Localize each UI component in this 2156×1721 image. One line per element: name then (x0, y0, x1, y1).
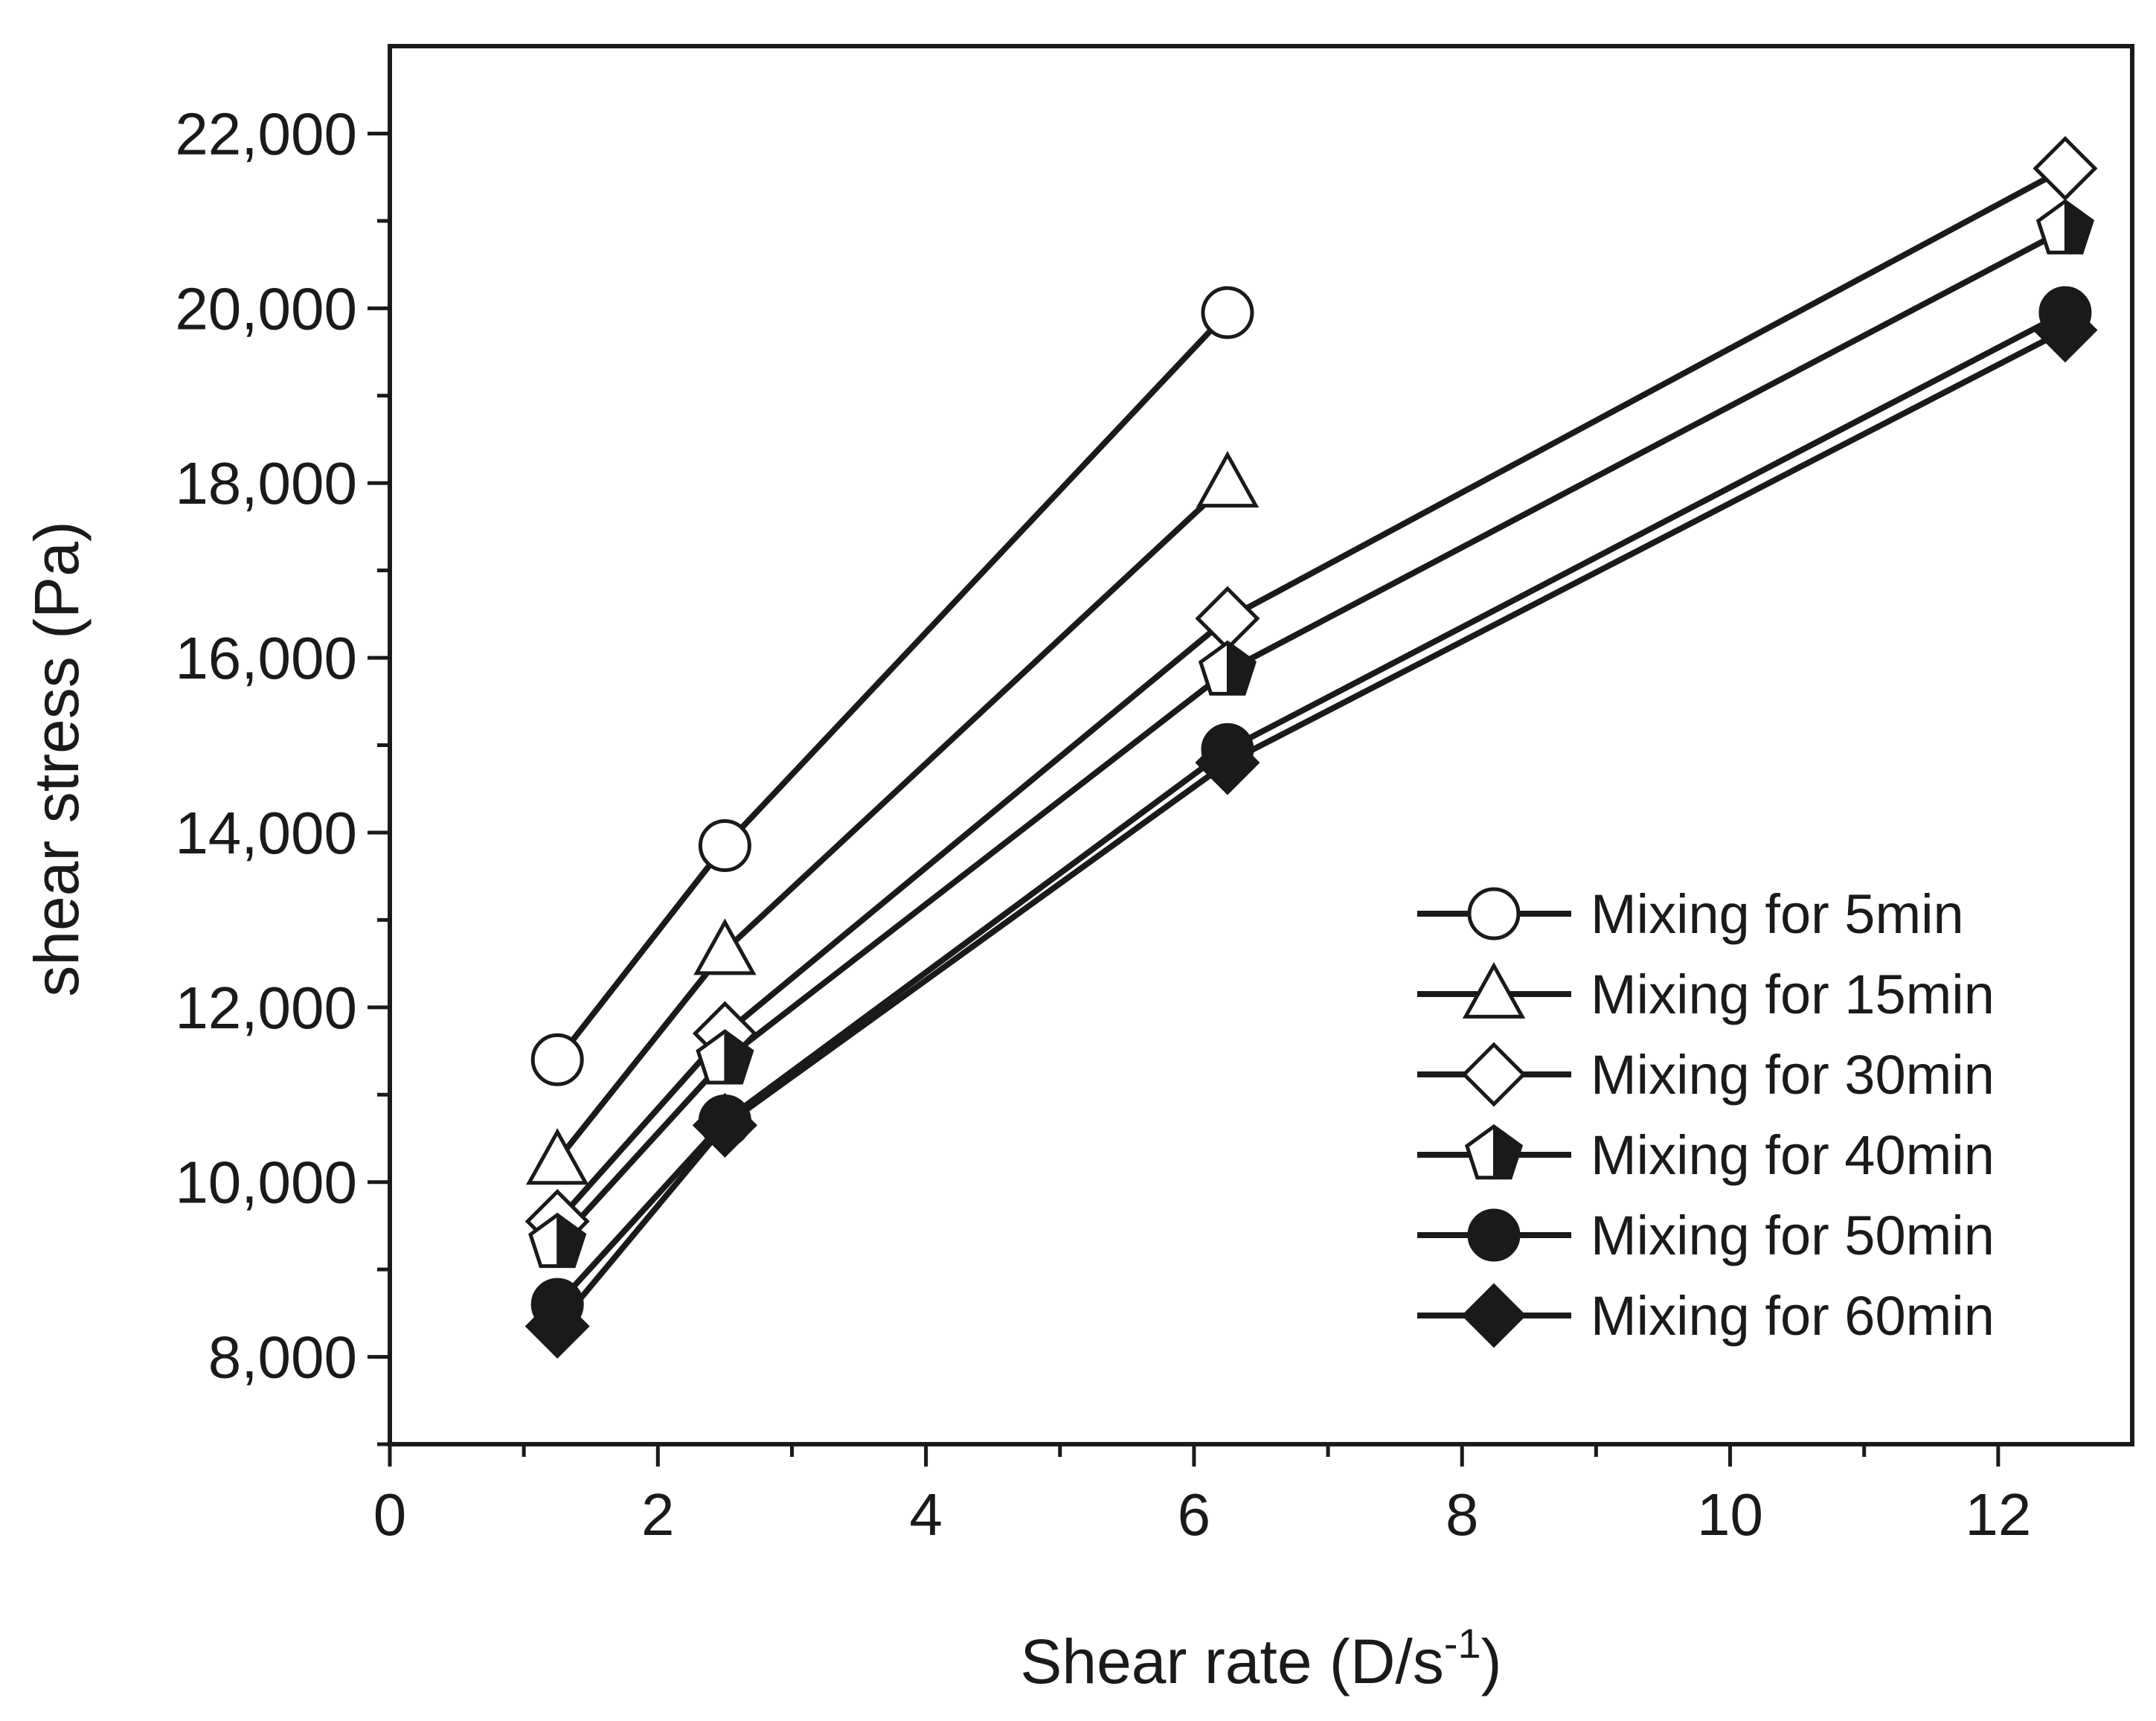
legend-item: Mixing for 5min (1417, 883, 1964, 945)
marker-half-fill (1226, 641, 1256, 695)
x-axis-title: Shear rate (D/s-1) (1020, 1620, 1501, 1696)
data-point (1201, 286, 1254, 339)
data-point (525, 1128, 589, 1185)
y-tick-label: 8,000 (208, 1324, 357, 1391)
data-point (2033, 298, 2098, 363)
series-line (555, 327, 2067, 1329)
marker-shape (1195, 730, 1260, 795)
y-tick-label: 16,000 (175, 625, 357, 691)
legend-item: Mixing for 15min (1417, 961, 1995, 1025)
legend-label: Mixing for 5min (1591, 883, 1964, 945)
data-point (524, 1293, 590, 1359)
marker-shape (1467, 887, 1521, 940)
data-point (693, 918, 757, 975)
data-point (2035, 199, 2095, 254)
marker-shape (524, 1293, 590, 1359)
data-point (2033, 135, 2098, 201)
x-axis-title-main: Shear rate (D/s (1020, 1627, 1444, 1696)
y-tick-label: 12,000 (175, 975, 357, 1041)
marker-half-fill (1493, 1125, 1522, 1179)
marker-shape (1201, 286, 1254, 339)
marker-shape (2033, 298, 2098, 363)
legend-marker (1461, 1042, 1527, 1107)
marker-shape (530, 1033, 584, 1086)
series-line (555, 310, 2067, 1307)
legend-label: Mixing for 15min (1591, 964, 1995, 1025)
series-markers (524, 135, 2098, 1359)
x-axis-title-close: ) (1481, 1627, 1502, 1696)
data-point (530, 1033, 584, 1086)
marker-shape (2033, 135, 2098, 201)
marker-shape (525, 1128, 589, 1185)
y-tick-label: 14,000 (175, 800, 357, 866)
y-tick-label: 10,000 (175, 1150, 357, 1216)
marker-shape (693, 918, 757, 975)
legend-label: Mixing for 60min (1591, 1285, 1995, 1347)
x-axis-title-superscript: -1 (1444, 1620, 1481, 1667)
marker-shape (1461, 1283, 1527, 1348)
x-tick-label: 10 (1697, 1481, 1763, 1548)
legend-item: Mixing for 50min (1417, 1205, 1995, 1266)
x-tick-label: 12 (1965, 1481, 2031, 1548)
data-point (692, 1092, 757, 1158)
marker-shape (692, 1092, 757, 1158)
legend-label: Mixing for 30min (1591, 1044, 1995, 1106)
marker-shape (698, 819, 751, 873)
legend-item: Mixing for 30min (1417, 1042, 1995, 1107)
data-point (1198, 640, 1257, 696)
marker-half-fill (724, 1030, 753, 1084)
y-tick-label: 18,000 (175, 450, 357, 516)
legend-label: Mixing for 50min (1591, 1205, 1995, 1266)
y-axis-title: shear stress (Pa) (22, 521, 92, 997)
marker-shape (1462, 961, 1526, 1019)
marker-shape (1196, 451, 1260, 508)
marker-half-fill (556, 1213, 585, 1267)
tick-labels: 0 2 4 6 8 10 12 8,000 10,000 12,000 14,000 16,000 18… (175, 100, 2031, 1548)
y-tick-label: 20,000 (175, 275, 357, 342)
y-tick-label: 22,000 (175, 100, 357, 167)
legend-label: Mixing for 40min (1591, 1124, 1995, 1186)
legend-marker (1464, 1124, 1524, 1180)
data-point (1195, 730, 1260, 795)
legend-marker (1462, 961, 1526, 1019)
series-line (555, 165, 2067, 1224)
data-point (698, 819, 751, 873)
axis-ticks (368, 131, 2001, 1467)
x-tick-label: 2 (641, 1481, 675, 1548)
legend-item: Mixing for 40min (1417, 1124, 1995, 1186)
legend-marker (1467, 887, 1521, 940)
legend: Mixing for 5min Mixing for 15min Mixing fo… (1417, 883, 1995, 1348)
marker-shape (1461, 1042, 1527, 1107)
series-lines (555, 165, 2067, 1329)
legend-marker (1461, 1283, 1527, 1348)
series-line (555, 227, 2067, 1246)
legend-item: Mixing for 60min (1417, 1283, 1995, 1348)
data-point (528, 1212, 587, 1269)
data-point (1196, 451, 1260, 508)
legend-marker (1467, 1208, 1521, 1262)
marker-shape (1467, 1208, 1521, 1262)
marker-half-fill (2064, 199, 2094, 254)
x-tick-label: 8 (1446, 1481, 1479, 1548)
x-tick-label: 0 (373, 1481, 407, 1548)
data-point (696, 1029, 754, 1085)
x-tick-label: 4 (909, 1481, 943, 1548)
x-tick-label: 6 (1178, 1481, 1211, 1548)
